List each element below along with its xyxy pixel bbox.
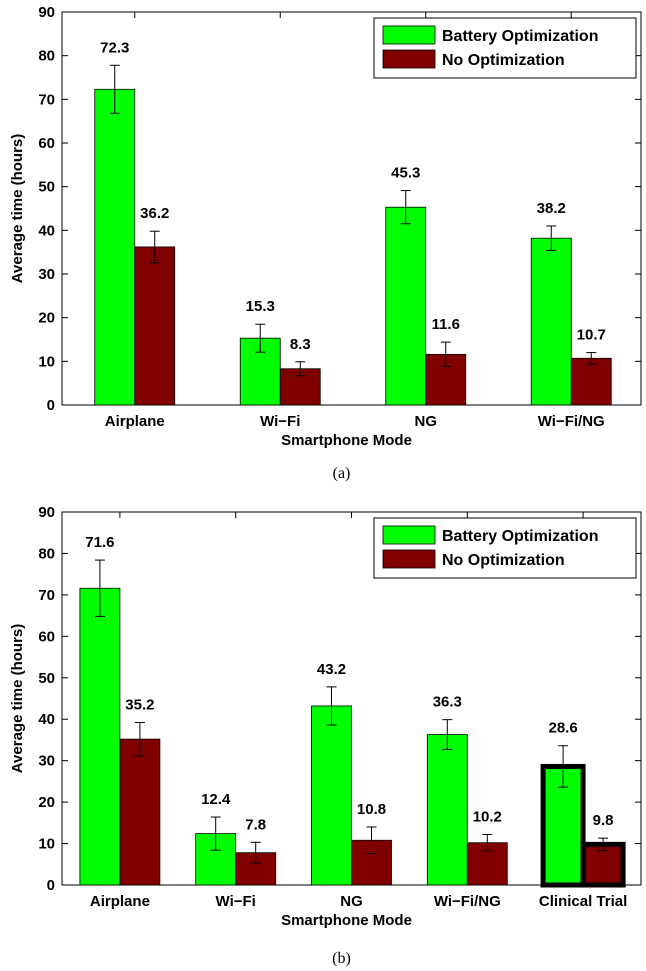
bar-no-optimization [134, 246, 176, 406]
data-label: 45.3 [391, 165, 420, 182]
x-tick-label: Wi−Fi [216, 893, 256, 910]
y-tick-label: 50 [38, 179, 55, 196]
y-axis-title: Average time (hours) [9, 624, 26, 773]
bar-no-optimization [582, 843, 624, 886]
bar-battery-optimization [94, 88, 136, 406]
data-label: 9.8 [593, 812, 614, 829]
bar-battery-optimization [385, 206, 427, 406]
data-label: 7.8 [245, 816, 266, 833]
plot-frame [61, 11, 642, 406]
y-tick-label: 70 [38, 91, 55, 108]
bar-no-optimization [119, 738, 161, 886]
highlight-outline-battery [540, 763, 586, 888]
data-label: 36.3 [433, 694, 462, 711]
bar-battery-optimization [79, 587, 121, 886]
x-tick-label: Wi−Fi [260, 413, 300, 430]
y-tick-label: 10 [38, 836, 55, 853]
y-tick-label: 0 [47, 397, 55, 414]
y-tick-label: 70 [38, 587, 55, 604]
bar-no-optimization [570, 357, 612, 406]
y-tick-label: 40 [38, 222, 55, 239]
figure-caption: (b) [332, 950, 351, 967]
y-tick-label: 60 [38, 135, 55, 152]
x-tick-label: Wi−Fi/NG [434, 893, 501, 910]
highlight-outline-none [580, 841, 626, 888]
legend-swatch-none [382, 49, 436, 69]
legend-label-none: No Optimization [442, 52, 565, 69]
data-label: 36.2 [140, 205, 169, 222]
y-tick-label: 80 [38, 545, 55, 562]
y-axis-title: Average time (hours) [9, 134, 26, 283]
data-label: 71.6 [85, 534, 114, 551]
x-axis-title: Smartphone Mode [281, 432, 412, 449]
x-tick-label: Clinical Trial [539, 893, 627, 910]
data-label: 12.4 [201, 791, 231, 808]
legend-swatch-none [382, 549, 436, 569]
legend-label-none: No Optimization [442, 552, 565, 569]
legend-swatch-battery [382, 25, 436, 45]
data-label: 10.2 [473, 808, 502, 825]
y-tick-label: 90 [38, 4, 55, 21]
y-tick-label: 20 [38, 310, 55, 327]
x-axis-title: Smartphone Mode [281, 912, 412, 929]
data-label: 43.2 [317, 661, 346, 678]
x-tick-label: Airplane [105, 413, 165, 430]
data-label: 72.3 [100, 39, 129, 56]
chart-b: 0 10 20 30 40 50 60 70 80 90 Average time (hours) A… [9, 504, 642, 967]
y-tick-label: 20 [38, 794, 55, 811]
chart-a: 0 10 20 30 40 50 60 70 80 90 Average time (hours) A… [9, 4, 642, 482]
data-label: 15.3 [246, 298, 275, 315]
y-tick-label: 0 [47, 877, 55, 894]
x-tick-label: NG [340, 893, 363, 910]
x-tick-label: NG [415, 413, 438, 430]
x-tick-label: Airplane [90, 893, 150, 910]
y-tick-label: 80 [38, 48, 55, 65]
figure-caption: (a) [333, 465, 351, 482]
y-tick-label: 30 [38, 266, 55, 283]
y-tick-label: 60 [38, 628, 55, 645]
data-label: 38.2 [537, 200, 566, 217]
data-label: 11.6 [432, 316, 460, 333]
data-label: 35.2 [125, 697, 154, 714]
data-label: 28.6 [548, 720, 577, 737]
legend-label-battery: Battery Optimization [442, 28, 598, 45]
bar-battery-optimization [530, 237, 572, 406]
x-tick-label: Wi−Fi/NG [538, 413, 605, 430]
y-tick-label: 40 [38, 711, 55, 728]
data-label: 10.8 [357, 801, 386, 818]
bar-battery-optimization [426, 734, 468, 886]
data-label: 8.3 [290, 336, 311, 353]
y-tick-label: 90 [38, 504, 55, 521]
y-tick-label: 10 [38, 353, 55, 370]
data-label: 10.7 [577, 327, 606, 344]
y-tick-label: 30 [38, 753, 55, 770]
bar-battery-optimization [311, 705, 352, 886]
legend-label-battery: Battery Optimization [442, 528, 598, 545]
legend-swatch-battery [382, 525, 436, 545]
y-tick-label: 50 [38, 670, 55, 687]
